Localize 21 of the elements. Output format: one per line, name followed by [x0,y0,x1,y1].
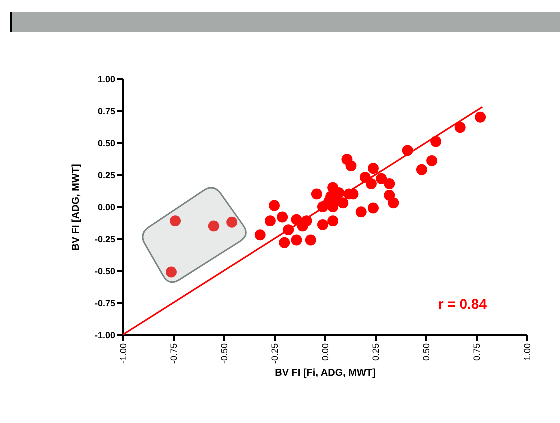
y-tick-label: 1.00 [98,74,116,84]
y-tick-label: -0.25 [94,234,116,244]
annotation: r = 0.84 [438,296,488,312]
x-tick-label: 0.50 [422,344,432,362]
y-tick-label: 0.25 [98,170,116,180]
y-tick-label: -0.75 [94,298,116,308]
x-tick-label: 0.75 [472,344,482,362]
y-tick-label: 0.00 [98,202,116,212]
x-axis-title: BV FI [Fi, ADG, MWT] [275,368,376,380]
x-tick-label: 0.25 [371,344,381,362]
x-tick-label: 0.00 [320,344,330,362]
y-tick-label: 0.50 [98,138,116,148]
x-tick-label: 1.00 [522,344,532,362]
y-tick-label: -0.50 [94,266,116,276]
x-tick-label: -0.50 [220,344,230,364]
x-tick-label: -0.25 [270,344,280,364]
y-axis-title: BV FI [ADG, MWT] [70,164,82,251]
x-tick-label: -0.75 [169,344,179,364]
y-tick-label: -1.00 [94,330,116,340]
x-tick-label: -1.00 [118,344,128,364]
y-tick-label: 0.75 [98,106,116,116]
